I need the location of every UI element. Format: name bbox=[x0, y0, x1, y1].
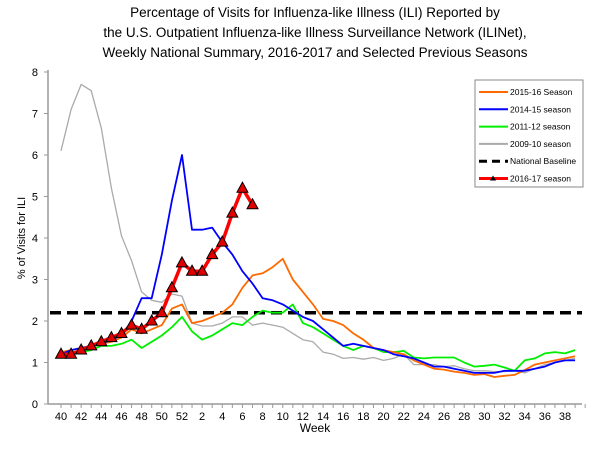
y-tick-label: 3 bbox=[32, 275, 38, 287]
x-tick-label: 16 bbox=[337, 411, 349, 423]
x-tick-label: 10 bbox=[277, 411, 289, 423]
data-point-marker bbox=[175, 255, 189, 268]
chart-title-line-3: Weekly National Summary, 2016-2017 and S… bbox=[102, 45, 528, 60]
data-point-marker bbox=[236, 181, 249, 193]
y-axis-label: % of Visits for ILI bbox=[16, 197, 28, 279]
x-axis-label: Week bbox=[300, 421, 331, 435]
x-tick-label: 2 bbox=[199, 411, 205, 423]
data-point-marker bbox=[215, 235, 229, 247]
data-point-marker bbox=[125, 318, 138, 330]
chart-title-line-1: Percentage of Visits for Influenza-like … bbox=[130, 5, 500, 20]
data-point-marker bbox=[64, 347, 78, 359]
y-tick-label: 7 bbox=[32, 109, 38, 121]
x-tick-label: 40 bbox=[55, 411, 67, 423]
x-tick-label: 52 bbox=[176, 411, 188, 423]
x-tick-label: 48 bbox=[136, 411, 148, 423]
x-tick-label: 34 bbox=[519, 411, 531, 423]
y-tick-label: 0 bbox=[32, 399, 38, 411]
x-tick-label: 14 bbox=[317, 411, 329, 423]
x-tick-label: 8 bbox=[260, 411, 266, 423]
data-point-marker bbox=[155, 305, 169, 318]
legend-label: 2011-12 season bbox=[510, 122, 571, 132]
x-tick-label: 36 bbox=[539, 411, 551, 423]
legend-label: 2014-15 season bbox=[510, 104, 571, 114]
x-tick-label: 44 bbox=[95, 411, 107, 423]
data-point-marker bbox=[54, 347, 68, 359]
x-tick-label: 32 bbox=[498, 411, 510, 423]
series-line-2011-12-season bbox=[60, 303, 576, 372]
y-tick-label: 5 bbox=[32, 192, 38, 204]
data-point-marker bbox=[205, 247, 219, 260]
y-tick-label: 6 bbox=[32, 150, 38, 162]
x-tick-label: 28 bbox=[458, 411, 470, 423]
x-tick-label: 38 bbox=[559, 411, 571, 423]
x-tick-label: 24 bbox=[418, 411, 430, 423]
data-point-marker bbox=[246, 197, 259, 210]
data-point-marker bbox=[115, 326, 128, 338]
x-tick-label: 42 bbox=[75, 411, 87, 423]
y-tick-label: 2 bbox=[32, 316, 38, 328]
series-line-2015-16-season bbox=[60, 257, 576, 378]
legend-label: 2015-16 Season bbox=[510, 87, 573, 97]
legend-label: 2009-10 season bbox=[510, 139, 571, 149]
data-point-marker bbox=[145, 313, 159, 326]
y-tick-label: 4 bbox=[32, 233, 38, 245]
legend-label: 2016-17 season bbox=[510, 174, 571, 184]
data-point-marker bbox=[135, 322, 148, 334]
data-point-marker bbox=[226, 206, 239, 218]
x-tick-label: 50 bbox=[156, 411, 168, 423]
data-point-marker bbox=[105, 330, 118, 343]
x-tick-label: 20 bbox=[377, 411, 389, 423]
x-tick-label: 12 bbox=[297, 411, 309, 423]
series-line-2014-15-season bbox=[60, 154, 576, 374]
x-tick-label: 22 bbox=[398, 411, 410, 423]
data-point-marker bbox=[195, 264, 209, 276]
legend-marker-icon bbox=[490, 175, 496, 181]
x-tick-label: 30 bbox=[478, 411, 490, 423]
x-tick-label: 4 bbox=[219, 411, 225, 423]
data-point-marker bbox=[84, 338, 98, 351]
data-point-marker bbox=[165, 280, 179, 293]
legend-label: National Baseline bbox=[510, 156, 576, 166]
chart-title-line-2: the U.S. Outpatient Influenza-like Illne… bbox=[103, 25, 527, 40]
data-point-marker bbox=[185, 264, 199, 276]
series-line-2009-10-season bbox=[60, 83, 576, 374]
y-tick-label: 8 bbox=[32, 67, 38, 79]
x-tick-label: 26 bbox=[438, 411, 450, 423]
x-tick-label: 46 bbox=[115, 411, 127, 423]
x-tick-label: 18 bbox=[357, 411, 369, 423]
y-tick-label: 1 bbox=[32, 358, 38, 370]
x-tick-label: 6 bbox=[239, 411, 245, 423]
data-point-marker bbox=[94, 334, 108, 347]
legend-box bbox=[474, 79, 584, 188]
data-point-marker bbox=[74, 343, 88, 355]
